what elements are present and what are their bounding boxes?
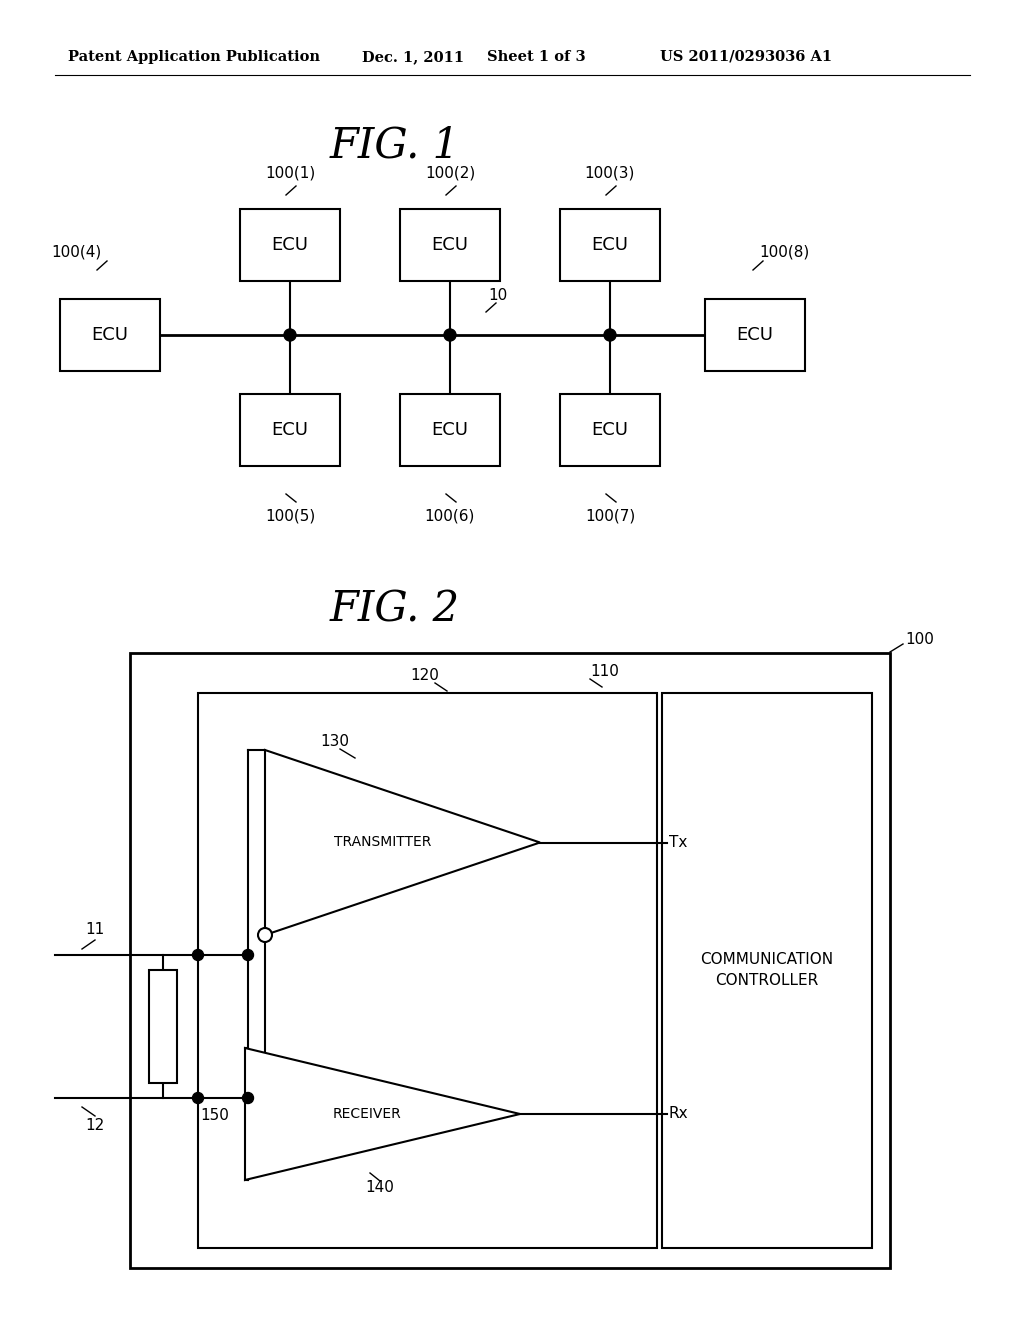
Text: 140: 140	[366, 1180, 394, 1196]
Text: 120: 120	[411, 668, 439, 684]
Polygon shape	[245, 1048, 520, 1180]
Bar	[400, 209, 500, 281]
Circle shape	[193, 949, 204, 961]
Text: ECU: ECU	[431, 236, 469, 253]
Bar	[560, 393, 660, 466]
Circle shape	[444, 329, 456, 341]
Text: ECU: ECU	[736, 326, 773, 345]
Text: ECU: ECU	[271, 236, 308, 253]
Text: 100(6): 100(6)	[425, 508, 475, 524]
Circle shape	[284, 329, 296, 341]
Text: 100(5): 100(5)	[265, 508, 315, 524]
Circle shape	[604, 329, 616, 341]
Text: 100: 100	[905, 632, 934, 648]
Text: Sheet 1 of 3: Sheet 1 of 3	[487, 50, 586, 63]
Bar	[60, 300, 160, 371]
Text: 100(3): 100(3)	[585, 165, 635, 181]
Circle shape	[243, 1093, 254, 1104]
Text: US 2011/0293036 A1: US 2011/0293036 A1	[660, 50, 833, 63]
Circle shape	[258, 928, 272, 942]
Text: Dec. 1, 2011: Dec. 1, 2011	[362, 50, 464, 63]
Text: Tx: Tx	[669, 836, 687, 850]
Bar	[130, 653, 890, 1269]
Bar	[198, 693, 657, 1247]
Text: 100(2): 100(2)	[425, 165, 475, 181]
Bar	[705, 300, 805, 371]
Bar	[240, 209, 340, 281]
Text: 130: 130	[321, 734, 349, 750]
Circle shape	[193, 1093, 204, 1104]
Text: 100(7): 100(7)	[585, 508, 635, 524]
Polygon shape	[265, 750, 540, 935]
Bar	[150, 970, 177, 1082]
Text: ECU: ECU	[271, 421, 308, 440]
Text: TRANSMITTER: TRANSMITTER	[334, 836, 431, 850]
Text: FIG. 2: FIG. 2	[330, 589, 460, 631]
Text: 110: 110	[590, 664, 618, 678]
Text: 100(8): 100(8)	[760, 244, 810, 260]
Bar	[240, 393, 340, 466]
Text: Patent Application Publication: Patent Application Publication	[68, 50, 319, 63]
Bar	[400, 393, 500, 466]
Text: 11: 11	[85, 923, 104, 937]
Text: FIG. 1: FIG. 1	[330, 124, 460, 166]
Text: RECEIVER: RECEIVER	[333, 1107, 401, 1121]
Text: COMMUNICATION
CONTROLLER: COMMUNICATION CONTROLLER	[700, 952, 834, 987]
Text: ECU: ECU	[431, 421, 469, 440]
Text: ECU: ECU	[592, 236, 629, 253]
Text: 100(4): 100(4)	[52, 244, 102, 260]
Bar	[662, 693, 872, 1247]
Text: Rx: Rx	[669, 1106, 688, 1122]
Bar	[560, 209, 660, 281]
Circle shape	[243, 949, 254, 961]
Text: 150: 150	[200, 1107, 229, 1122]
Text: 12: 12	[85, 1118, 104, 1133]
Text: ECU: ECU	[91, 326, 128, 345]
Text: 10: 10	[488, 288, 508, 302]
Text: ECU: ECU	[592, 421, 629, 440]
Text: 100(1): 100(1)	[265, 165, 315, 181]
